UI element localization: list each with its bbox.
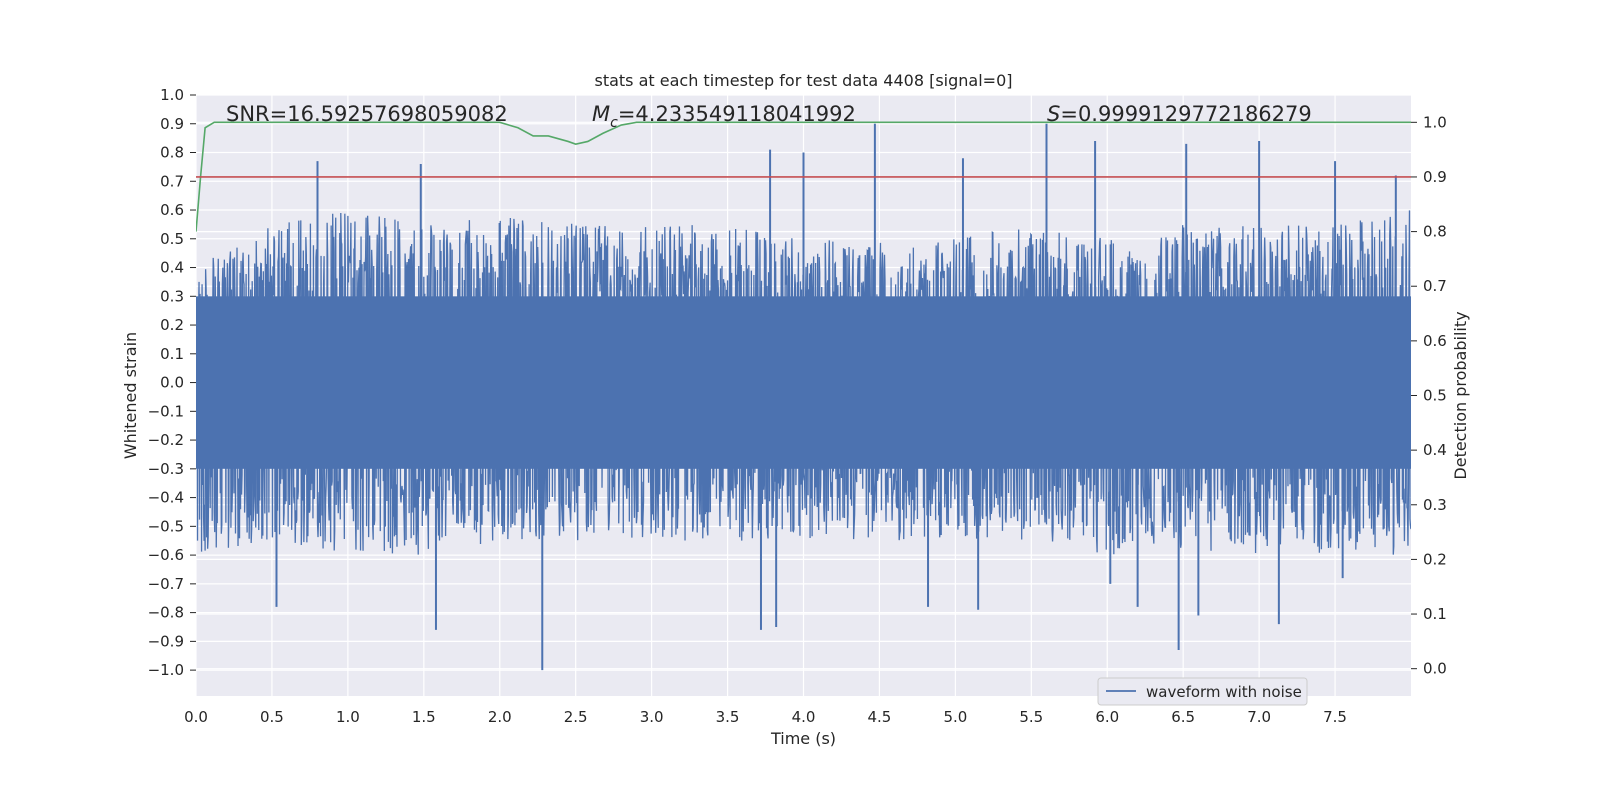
- chirp-mass-annotation: Mc=4.233549118041992: [592, 102, 856, 131]
- chirp-mass-subscript: c: [610, 115, 618, 131]
- x-tick-label: 2.5: [564, 708, 588, 726]
- y2-tick-label: 0.2: [1423, 550, 1447, 568]
- y-tick-label: −1.0: [148, 661, 184, 679]
- y-axis-label: Whitened strain: [121, 332, 140, 459]
- y-tick-label: 0.2: [160, 316, 184, 334]
- y-tick-label: −0.5: [148, 517, 184, 535]
- legend: waveform with noise: [1097, 677, 1308, 706]
- y2-tick-label: 0.8: [1423, 223, 1447, 241]
- y2-tick-label: 0.1: [1423, 605, 1447, 623]
- y2-tick-label: 0.9: [1423, 168, 1447, 186]
- x-tick-label: 1.0: [336, 708, 360, 726]
- s-annotation: S=0.9999129772186279: [1047, 102, 1312, 126]
- data-marks: [196, 121, 1411, 671]
- detection-probability-line: [196, 121, 1411, 232]
- y2-tick-label: 0.5: [1423, 387, 1447, 405]
- x-tick-label: 7.5: [1323, 708, 1347, 726]
- x-tick-label: 4.5: [868, 708, 892, 726]
- legend-box: [1097, 677, 1308, 706]
- snr-annotation: SNR=16.59257698059082: [226, 102, 508, 126]
- x-tick-label: 2.0: [488, 708, 512, 726]
- x-axis-label: Time (s): [770, 729, 836, 748]
- y-tick-label: 0.5: [160, 230, 184, 248]
- y2-tick-label: 0.3: [1423, 496, 1447, 514]
- x-tick-label: 7.0: [1247, 708, 1271, 726]
- y-tick-label: −0.2: [148, 431, 184, 449]
- y2-tick-label: 0.7: [1423, 277, 1447, 295]
- y-tick-label: −0.1: [148, 402, 184, 420]
- legend-label: waveform with noise: [1146, 683, 1302, 701]
- s-symbol: S: [1047, 102, 1060, 126]
- y2-tick-label: 1.0: [1423, 113, 1447, 131]
- x-tick-label: 3.0: [640, 708, 664, 726]
- x-tick-label: 0.5: [260, 708, 284, 726]
- y-tick-label: 0.1: [160, 345, 184, 363]
- y-tick-label: −0.4: [148, 489, 184, 507]
- y2-tick-label: 0.4: [1423, 441, 1447, 459]
- y2-axis-label: Detection probability: [1451, 311, 1470, 479]
- y-tick-label: −0.7: [148, 575, 184, 593]
- y-tick-label: −0.8: [148, 604, 184, 622]
- x-tick-label: 6.5: [1171, 708, 1195, 726]
- x-tick-label: 5.5: [1019, 708, 1043, 726]
- x-tick-label: 6.0: [1095, 708, 1119, 726]
- x-tick-label: 1.5: [412, 708, 436, 726]
- y-tick-label: 0.8: [160, 144, 184, 162]
- x-tick-label: 0.0: [184, 708, 208, 726]
- chart-title: stats at each timestep for test data 440…: [594, 71, 1012, 90]
- y-tick-label: 1.0: [160, 86, 184, 104]
- y-tick-label: 0.0: [160, 374, 184, 392]
- y-tick-label: −0.6: [148, 546, 184, 564]
- tick-labels: 0.0 0.5 1.0 1.5 2.0 2.5 3.0 3.5 4.0 4.5 5.0 5.5 6.0 6…: [148, 86, 1447, 726]
- x-tick-label: 3.5: [716, 708, 740, 726]
- y2-tick-label: 0.6: [1423, 332, 1447, 350]
- y-tick-label: 0.7: [160, 172, 184, 190]
- x-tick-label: 5.0: [943, 708, 967, 726]
- y2-tick-label: 0.0: [1423, 660, 1447, 678]
- y-tick-label: 0.6: [160, 201, 184, 219]
- y-tick-label: −0.9: [148, 632, 184, 650]
- y-tick-label: 0.9: [160, 115, 184, 133]
- s-value: =0.9999129772186279: [1060, 102, 1311, 126]
- y-tick-label: 0.3: [160, 287, 184, 305]
- chirp-mass-symbol: M: [592, 102, 610, 126]
- chirp-mass-value: =4.233549118041992: [618, 102, 856, 126]
- y-tick-label: 0.4: [160, 259, 184, 277]
- y-tick-label: −0.3: [148, 460, 184, 478]
- x-tick-label: 4.0: [792, 708, 816, 726]
